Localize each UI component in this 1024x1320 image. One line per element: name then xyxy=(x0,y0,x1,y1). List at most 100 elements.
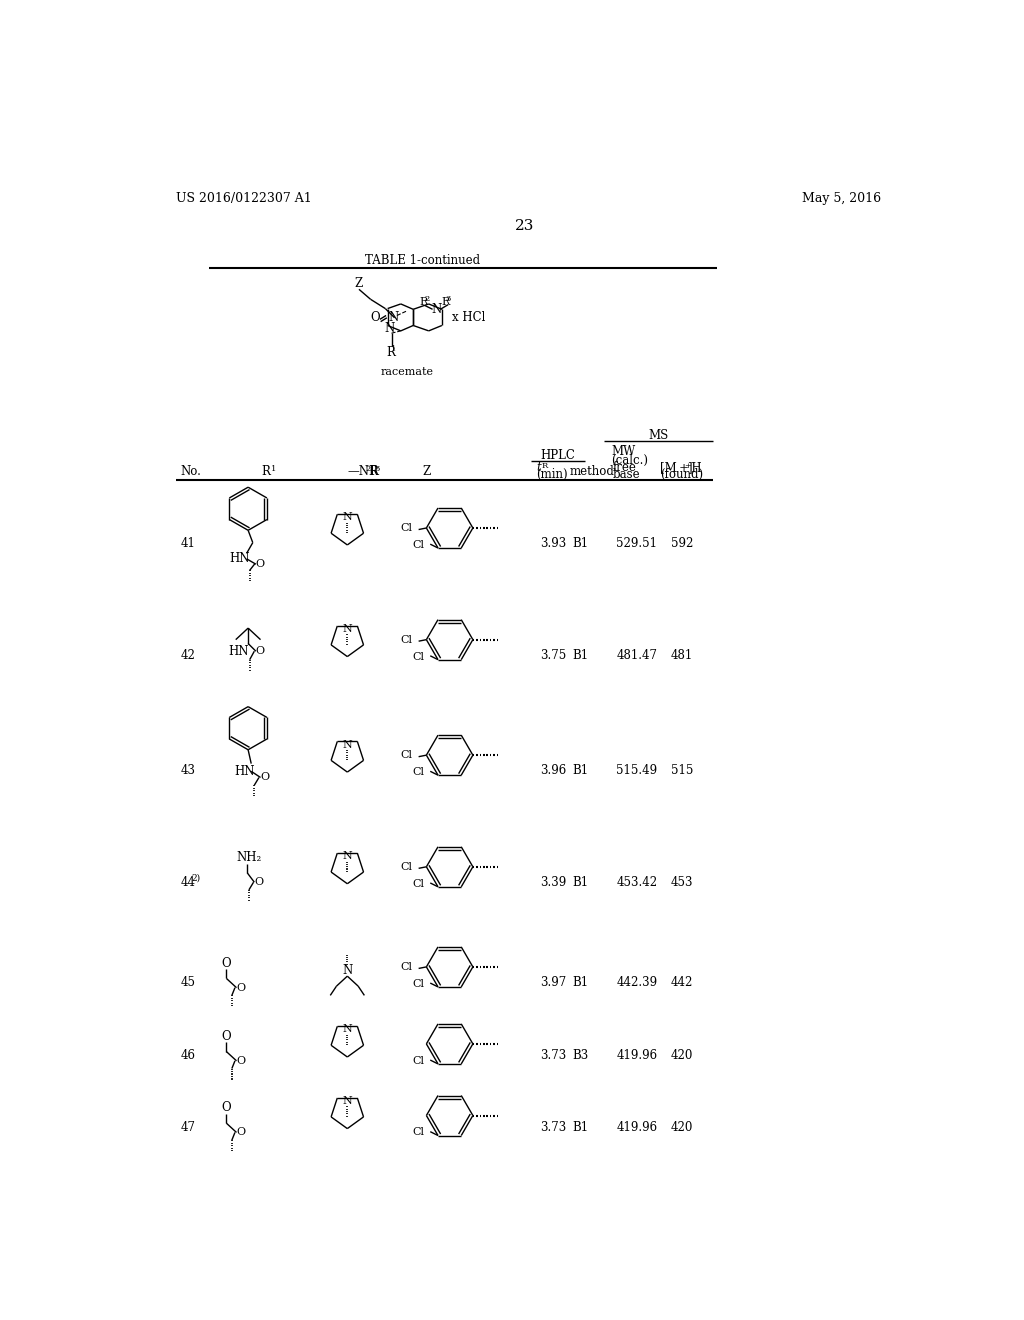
Text: 43: 43 xyxy=(180,764,196,777)
Text: 529.51: 529.51 xyxy=(616,537,657,550)
Text: t: t xyxy=(537,462,541,474)
Text: MW: MW xyxy=(611,445,636,458)
Text: R: R xyxy=(420,297,428,308)
Text: 2): 2) xyxy=(191,874,201,883)
Text: R: R xyxy=(541,462,547,470)
Text: N: N xyxy=(342,1024,352,1035)
Text: x HCl: x HCl xyxy=(452,312,485,325)
Text: 41: 41 xyxy=(180,537,196,550)
Text: Cl: Cl xyxy=(412,767,424,777)
Text: free: free xyxy=(612,462,636,474)
Text: 481: 481 xyxy=(671,648,693,661)
Text: O: O xyxy=(221,957,231,970)
Text: 3.39: 3.39 xyxy=(541,875,566,888)
Text: 47: 47 xyxy=(180,1121,196,1134)
Text: NH₂: NH₂ xyxy=(237,851,262,865)
Text: O: O xyxy=(237,1127,246,1138)
Text: Z: Z xyxy=(355,277,364,290)
Text: 453.42: 453.42 xyxy=(616,875,657,888)
Text: (found): (found) xyxy=(659,469,702,482)
Text: O: O xyxy=(254,878,263,887)
Text: N: N xyxy=(342,624,352,634)
Text: 45: 45 xyxy=(180,975,196,989)
Text: 3.73: 3.73 xyxy=(541,1121,566,1134)
Text: R: R xyxy=(261,465,270,478)
Text: 481.47: 481.47 xyxy=(616,648,657,661)
Text: Cl: Cl xyxy=(400,523,413,533)
Text: +: + xyxy=(684,462,691,470)
Text: 420: 420 xyxy=(671,1121,693,1134)
Text: 419.96: 419.96 xyxy=(616,1121,657,1134)
Text: B1: B1 xyxy=(572,648,588,661)
Text: (min): (min) xyxy=(537,469,568,482)
Text: HPLC: HPLC xyxy=(541,449,575,462)
Text: R: R xyxy=(441,297,450,308)
Text: Cl: Cl xyxy=(412,879,424,888)
Text: O: O xyxy=(371,312,380,325)
Text: 3.93: 3.93 xyxy=(541,537,566,550)
Text: N: N xyxy=(342,964,352,977)
Text: O: O xyxy=(221,1030,231,1043)
Text: racemate: racemate xyxy=(381,367,433,378)
Text: HN: HN xyxy=(229,552,250,565)
Text: Cl: Cl xyxy=(400,750,413,760)
Text: 420: 420 xyxy=(671,1049,693,1063)
Text: (calc.): (calc.) xyxy=(611,454,648,467)
Text: O: O xyxy=(256,647,265,656)
Text: Cl: Cl xyxy=(412,652,424,661)
Text: 3.96: 3.96 xyxy=(541,764,566,777)
Text: N: N xyxy=(388,310,398,323)
Text: Cl: Cl xyxy=(412,979,424,989)
Text: N: N xyxy=(385,322,395,335)
Text: 515: 515 xyxy=(671,764,693,777)
Text: B3: B3 xyxy=(572,1049,589,1063)
Text: ]: ] xyxy=(687,462,692,474)
Text: R: R xyxy=(370,465,379,478)
Text: 3.97: 3.97 xyxy=(541,975,566,989)
Text: 3: 3 xyxy=(375,465,380,473)
Text: No.: No. xyxy=(180,465,202,478)
Text: 592: 592 xyxy=(671,537,693,550)
Text: 44: 44 xyxy=(180,875,196,888)
Text: 42: 42 xyxy=(180,648,196,661)
Text: N: N xyxy=(342,512,352,523)
Text: [M + H: [M + H xyxy=(659,462,701,474)
Text: 3.73: 3.73 xyxy=(541,1049,566,1063)
Text: US 2016/0122307 A1: US 2016/0122307 A1 xyxy=(176,191,311,205)
Text: B1: B1 xyxy=(572,975,588,989)
Text: Cl: Cl xyxy=(412,1056,424,1065)
Text: Z: Z xyxy=(422,465,430,478)
Text: O: O xyxy=(221,1101,231,1114)
Text: B1: B1 xyxy=(572,537,588,550)
Text: —NR: —NR xyxy=(347,465,378,478)
Text: 1: 1 xyxy=(270,465,276,473)
Text: N: N xyxy=(342,739,352,750)
Text: 2: 2 xyxy=(366,465,371,473)
Text: 419.96: 419.96 xyxy=(616,1049,657,1063)
Text: B1: B1 xyxy=(572,875,588,888)
Text: Cl: Cl xyxy=(400,862,413,871)
Text: May 5, 2016: May 5, 2016 xyxy=(802,191,882,205)
Text: N: N xyxy=(342,1096,352,1106)
Text: 46: 46 xyxy=(180,1049,196,1063)
Text: Cl: Cl xyxy=(412,540,424,550)
Text: MS: MS xyxy=(648,429,669,442)
Text: 442.39: 442.39 xyxy=(616,975,657,989)
Text: O: O xyxy=(237,982,246,993)
Text: Cl: Cl xyxy=(400,962,413,972)
Text: B1: B1 xyxy=(572,764,588,777)
Text: O: O xyxy=(256,560,265,569)
Text: base: base xyxy=(612,469,640,482)
Text: N: N xyxy=(342,851,352,861)
Text: TABLE 1-continued: TABLE 1-continued xyxy=(365,253,480,267)
Text: HN: HN xyxy=(228,644,249,657)
Text: Cl: Cl xyxy=(400,635,413,644)
Text: 3: 3 xyxy=(445,296,452,304)
Text: HN: HN xyxy=(234,764,255,777)
Text: 1: 1 xyxy=(391,346,396,354)
Text: R: R xyxy=(386,346,395,359)
Text: 3.75: 3.75 xyxy=(541,648,566,661)
Text: O: O xyxy=(260,772,269,783)
Text: Cl: Cl xyxy=(412,1127,424,1138)
Text: O: O xyxy=(237,1056,246,1065)
